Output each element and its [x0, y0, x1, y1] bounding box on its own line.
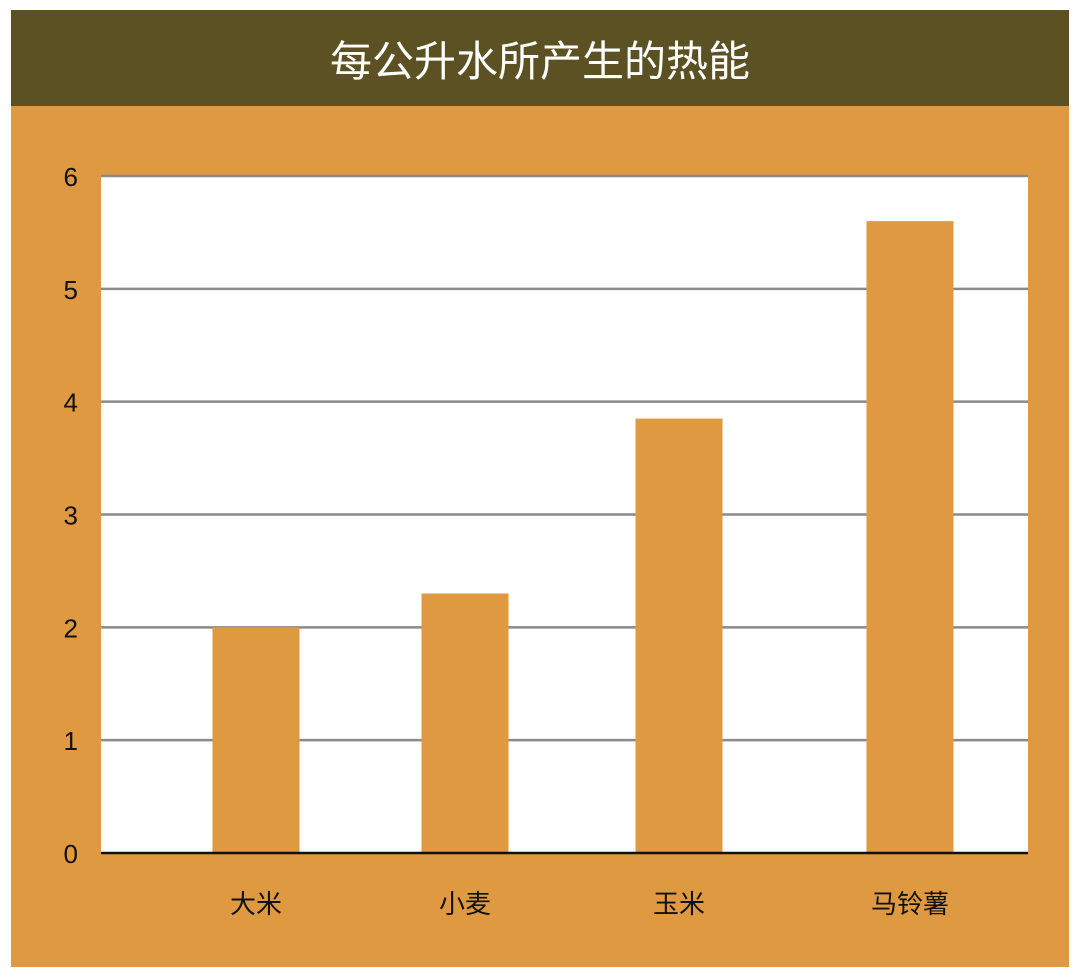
- chart-title: 每公升水所产生的热能: [11, 10, 1069, 106]
- bar-马铃薯: [866, 221, 954, 854]
- bar-小麦: [421, 593, 509, 853]
- x-tick-label: 小麦: [439, 890, 491, 920]
- y-tick-label: 6: [64, 162, 78, 192]
- bar-大米: [212, 627, 300, 853]
- x-tick-label: 玉米: [653, 890, 705, 920]
- bars: [212, 221, 954, 854]
- y-tick-label: 4: [64, 388, 78, 418]
- y-tick-label: 1: [64, 726, 78, 756]
- y-tick-label: 5: [64, 275, 78, 305]
- y-tick-label: 0: [64, 839, 78, 869]
- x-axis-labels: 大米 小麦 玉米 马铃薯: [230, 890, 949, 920]
- y-tick-label: 3: [64, 501, 78, 531]
- x-tick-label: 大米: [230, 890, 282, 920]
- bar-玉米: [635, 418, 723, 853]
- x-tick-label: 马铃薯: [871, 890, 949, 920]
- y-tick-label: 2: [64, 613, 78, 643]
- y-axis-ticks: 0 1 2 3 4 5 6: [64, 162, 78, 869]
